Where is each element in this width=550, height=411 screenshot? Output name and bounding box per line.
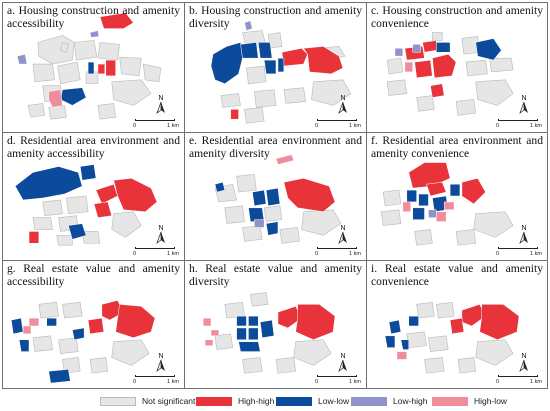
legend-label-not-significant: Not significant xyxy=(142,396,196,406)
scale-bar: 0 1 km xyxy=(496,247,542,260)
scale-bar: 0 1 km xyxy=(315,375,361,388)
scale-end: 1 km xyxy=(167,251,179,257)
north-arrow-icon xyxy=(519,360,528,372)
map-panel-i: i. Real estate value and amenity conveni… xyxy=(366,260,548,389)
north-arrow: N xyxy=(517,353,531,372)
parcels-low-low xyxy=(60,61,95,106)
scale-bar: 0 1 km xyxy=(315,119,361,132)
north-label: N xyxy=(521,95,527,102)
north-arrow-icon xyxy=(338,102,347,114)
cluster-map-a xyxy=(16,12,162,120)
scale-bar: 0 1 km xyxy=(133,247,179,260)
scale-start: 0 xyxy=(315,123,319,129)
scale-end: 1 km xyxy=(349,251,361,257)
map-panel-a: a. Housing construction and amenity acce… xyxy=(2,2,185,133)
scale-end: 1 km xyxy=(167,123,179,129)
panel-title-f: f. Residential area environment and amen… xyxy=(371,134,543,160)
map-panel-c: c. Housing construction and amenity conv… xyxy=(366,2,548,133)
north-arrow: N xyxy=(336,353,350,372)
north-arrow: N xyxy=(154,225,168,244)
north-label: N xyxy=(521,353,527,360)
scale-bar: 0 1 km xyxy=(133,119,179,132)
north-arrow-icon xyxy=(156,102,165,114)
panel-title-h: h. Real estate value and amenity diversi… xyxy=(189,262,362,288)
scale-start: 0 xyxy=(133,123,137,129)
north-arrow: N xyxy=(517,225,531,244)
panel-title-a: a. Housing construction and amenity acce… xyxy=(7,4,180,30)
north-label: N xyxy=(521,225,527,232)
scale-start: 0 xyxy=(315,251,319,257)
legend-swatch-high-high xyxy=(196,397,232,406)
north-label: N xyxy=(340,225,346,232)
cluster-map-d xyxy=(14,164,158,246)
north-arrow: N xyxy=(517,95,531,114)
parcels-not-significant xyxy=(27,35,162,120)
cluster-map-e xyxy=(214,154,342,244)
scale-start: 0 xyxy=(133,379,137,385)
cluster-map-b xyxy=(210,20,352,124)
cluster-map-c xyxy=(386,32,514,116)
north-arrow: N xyxy=(154,353,168,372)
north-arrow-icon xyxy=(156,360,165,372)
north-arrow-icon xyxy=(519,232,528,244)
panel-title-i: i. Real estate value and amenity conveni… xyxy=(371,262,543,288)
legend-swatch-high-low xyxy=(432,397,468,406)
map-legend: Not significant High-high Low-low Low-hi… xyxy=(0,395,550,409)
cluster-map-g xyxy=(11,300,156,384)
legend-swatch-low-high xyxy=(351,397,387,406)
legend-label-high-low: High-low xyxy=(474,396,508,406)
scale-bar: 0 1 km xyxy=(315,247,361,260)
panel-title-e: e. Residential area environment and amen… xyxy=(189,134,362,160)
scale-end: 1 km xyxy=(349,123,361,129)
legend-label-low-low: Low-low xyxy=(318,396,350,406)
legend-label-low-high: Low-high xyxy=(393,396,428,406)
north-arrow-icon xyxy=(156,232,165,244)
north-label: N xyxy=(340,353,346,360)
north-label: N xyxy=(340,95,346,102)
cluster-map-f xyxy=(380,162,514,246)
parcels-low-high xyxy=(16,30,100,65)
map-grid: a. Housing construction and amenity acce… xyxy=(2,2,548,389)
north-label: N xyxy=(158,353,164,360)
map-panel-g: g. Real estate value and amenity accessi… xyxy=(2,260,185,389)
north-arrow: N xyxy=(154,95,168,114)
north-label: N xyxy=(158,225,164,232)
scale-start: 0 xyxy=(133,251,137,257)
map-panel-f: f. Residential area environment and amen… xyxy=(366,132,548,261)
scale-bar: 0 1 km xyxy=(496,119,542,132)
map-panel-e: e. Residential area environment and amen… xyxy=(184,132,367,261)
scale-start: 0 xyxy=(496,379,500,385)
panel-title-d: d. Residential area environment and amen… xyxy=(7,134,180,160)
map-panel-h: h. Real estate value and amenity diversi… xyxy=(184,260,367,389)
cluster-map-h xyxy=(202,292,336,374)
north-arrow: N xyxy=(336,225,350,244)
panel-title-g: g. Real estate value and amenity accessi… xyxy=(7,262,180,288)
north-arrow-icon xyxy=(519,102,528,114)
north-arrow: N xyxy=(336,95,350,114)
map-panel-d: d. Residential area environment and amen… xyxy=(2,132,185,261)
panel-title-c: c. Housing construction and amenity conv… xyxy=(371,4,543,30)
scale-end: 1 km xyxy=(349,379,361,385)
north-arrow-icon xyxy=(338,360,347,372)
scale-end: 1 km xyxy=(530,379,542,385)
scale-start: 0 xyxy=(496,251,500,257)
legend-swatch-low-low xyxy=(276,397,312,406)
parcels-high-high xyxy=(97,12,134,77)
scale-start: 0 xyxy=(315,379,319,385)
north-label: N xyxy=(158,95,164,102)
legend-swatch-not-significant xyxy=(100,397,136,406)
scale-start: 0 xyxy=(496,123,500,129)
scale-end: 1 km xyxy=(530,251,542,257)
scale-end: 1 km xyxy=(530,123,542,129)
scale-end: 1 km xyxy=(167,379,179,385)
map-panel-b: b. Housing construction and amenity dive… xyxy=(184,2,367,133)
legend-label-high-high: High-high xyxy=(238,396,275,406)
parcels-high-low xyxy=(48,89,63,108)
scale-bar: 0 1 km xyxy=(133,375,179,388)
cluster-map-i xyxy=(384,302,520,374)
panel-title-b: b. Housing construction and amenity dive… xyxy=(189,4,362,30)
north-arrow-icon xyxy=(338,232,347,244)
scale-bar: 0 1 km xyxy=(496,375,542,388)
